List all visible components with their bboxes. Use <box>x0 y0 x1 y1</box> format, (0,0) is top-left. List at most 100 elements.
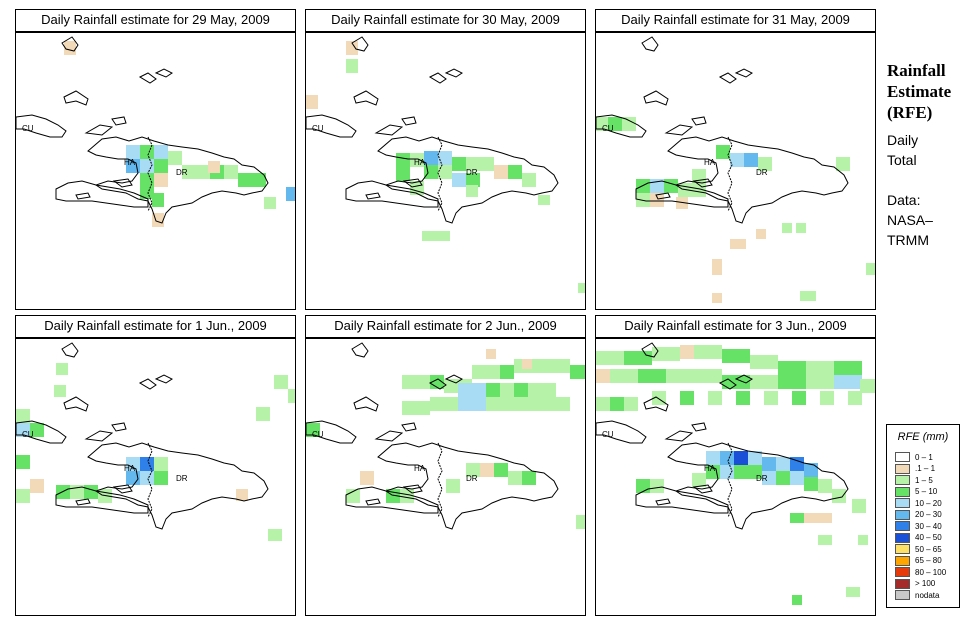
rainfall-cell <box>480 463 494 477</box>
rainfall-cell <box>852 499 866 513</box>
product-title-line-1: Rainfall <box>887 61 946 80</box>
coastline <box>84 124 114 136</box>
rainfall-cell <box>16 409 30 423</box>
rainfall-cell <box>776 471 790 485</box>
rainfall-cell <box>706 451 720 465</box>
coastline <box>428 72 447 84</box>
coastline <box>365 498 381 506</box>
coastline <box>641 342 659 358</box>
rainfall-cell <box>542 359 570 373</box>
country-label: HA <box>124 158 136 167</box>
rainfall-cell <box>744 153 758 167</box>
rainfall-cell <box>712 293 722 303</box>
coastline <box>16 114 67 138</box>
rainfall-cell <box>486 383 500 397</box>
rainfall-cell <box>16 455 30 469</box>
rainfall-map-29-may: CU HA DR <box>15 32 296 310</box>
rainfall-cell <box>806 361 834 375</box>
rainfall-cells <box>306 41 585 293</box>
panel-title-30-may: Daily Rainfall estimate for 30 May, 2009 <box>305 9 586 32</box>
rainfall-cell <box>466 157 480 171</box>
rainfall-cell <box>622 117 636 131</box>
country-label: HA <box>124 464 136 473</box>
rainfall-cell <box>494 165 508 179</box>
coastline <box>138 72 157 84</box>
rainfall-cell <box>64 41 76 55</box>
rainfall-cell <box>778 361 806 375</box>
coastline <box>444 374 463 384</box>
coastline <box>635 486 729 514</box>
rainfall-cell <box>402 375 430 389</box>
rainfall-cell <box>638 369 666 383</box>
rainfall-cell <box>804 463 818 477</box>
rainfall-cell <box>804 477 818 491</box>
rainfall-cell <box>346 489 360 503</box>
rainfall-cell <box>712 259 722 275</box>
rainfall-cell <box>730 239 746 249</box>
rainfall-cell <box>522 471 536 485</box>
coastline <box>655 192 671 200</box>
coastline <box>718 72 737 84</box>
legend-swatch <box>895 567 910 577</box>
rainfall-cell <box>126 159 140 173</box>
coastlines <box>16 342 269 530</box>
rainfall-cell <box>762 471 776 485</box>
rainfall-cell <box>306 423 320 437</box>
rainfall-cell <box>836 157 850 171</box>
panel-title-29-may: Daily Rainfall estimate for 29 May, 2009 <box>15 9 296 32</box>
coastline <box>154 68 173 78</box>
rainfall-cell <box>748 451 762 465</box>
rainfall-map-31-may: CU HA DR <box>595 32 876 310</box>
coastline <box>55 180 149 208</box>
country-label: CU <box>22 430 34 439</box>
rainfall-cell <box>16 423 30 437</box>
rainfall-cell <box>790 457 804 471</box>
coastline <box>353 90 379 106</box>
rainfall-cell <box>650 193 664 207</box>
map-canvas: CU HA DR <box>16 342 295 541</box>
rainfall-cell <box>832 489 846 503</box>
coastline <box>596 420 647 444</box>
legend-item: 65 – 80 <box>895 555 942 566</box>
source-line-3: TRMM <box>887 232 929 248</box>
rainfall-cell <box>424 165 438 179</box>
rainfall-cell <box>126 457 140 471</box>
rainfall-cell <box>486 397 514 411</box>
rainfall-cell <box>224 165 238 179</box>
legend-label: nodata <box>915 590 940 600</box>
rainfall-cell <box>796 223 806 233</box>
rainfall-cell <box>596 397 610 411</box>
legend-label: > 100 <box>915 579 936 588</box>
legend-swatch <box>895 498 910 508</box>
rainfall-cell <box>56 363 68 375</box>
rainfall-cell <box>410 153 424 167</box>
legend-item: 20 – 30 <box>895 509 942 520</box>
rainfall-cell <box>360 471 374 485</box>
rainfall-cell <box>734 465 748 479</box>
rainfall-cell <box>860 379 875 393</box>
rainfall-cell <box>676 197 688 209</box>
coastline <box>401 116 417 126</box>
panel-title-31-may: Daily Rainfall estimate for 31 May, 2009 <box>595 9 876 32</box>
coastline <box>61 342 79 358</box>
legend-label: 1 – 5 <box>915 475 933 485</box>
legend-swatch <box>895 532 910 543</box>
country-label: DR <box>466 474 478 483</box>
country-label: CU <box>602 430 614 439</box>
rainfall-cell <box>804 513 832 523</box>
legend-item: nodata <box>895 590 939 600</box>
rainfall-cell <box>528 383 542 397</box>
country-label: HA <box>704 464 716 473</box>
rainfall-cell <box>734 451 748 465</box>
coastline <box>643 396 669 412</box>
panel-title-2-jun: Daily Rainfall estimate for 2 Jun., 2009 <box>305 315 586 338</box>
legend-swatch <box>895 452 910 462</box>
coastlines <box>306 36 559 224</box>
rainfall-cell <box>720 451 734 465</box>
legend-swatch <box>895 590 910 600</box>
rainfall-cell <box>610 397 624 411</box>
coastline <box>718 378 737 390</box>
country-label: HA <box>414 464 426 473</box>
coastline <box>365 192 381 200</box>
legend-swatch <box>895 475 910 485</box>
